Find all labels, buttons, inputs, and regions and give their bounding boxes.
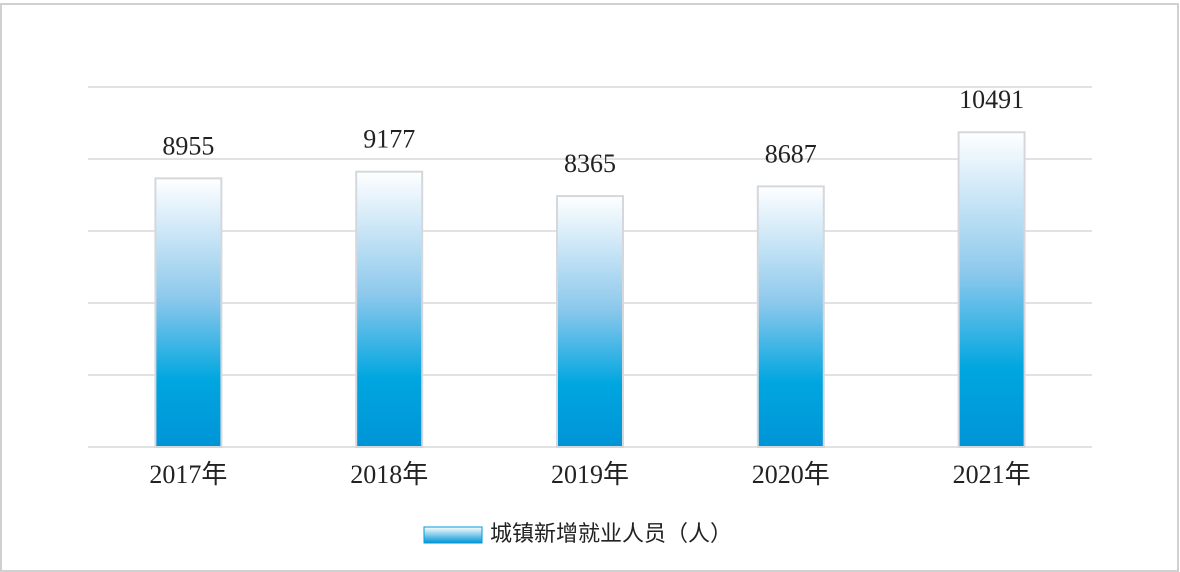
x-tick-label: 2017年: [149, 460, 227, 489]
x-tick-label: 2021年: [953, 460, 1031, 489]
legend-label: 城镇新增就业人员（人）: [490, 521, 732, 546]
data-label: 8365: [564, 149, 616, 178]
data-label: 8955: [162, 131, 214, 160]
x-tick-label: 2020年: [752, 460, 830, 489]
x-tick-label: 2019年: [551, 460, 629, 489]
bar: [154, 177, 223, 448]
data-label: 8687: [765, 139, 817, 168]
data-label: 9177: [363, 125, 415, 154]
data-label: 10491: [959, 85, 1024, 114]
bar: [957, 131, 1026, 449]
bar: [355, 170, 424, 448]
x-tick-label: 2018年: [350, 460, 428, 489]
bar: [556, 195, 624, 448]
legend-swatch: [423, 526, 483, 544]
bar: [756, 185, 825, 448]
